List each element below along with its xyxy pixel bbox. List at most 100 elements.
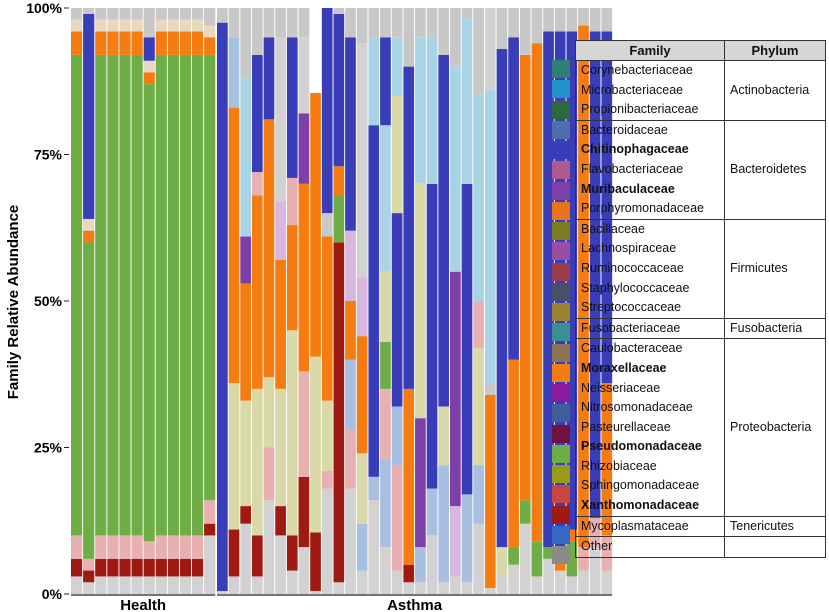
asthma-bar-segment	[356, 277, 368, 337]
health-bar-segment	[155, 54, 167, 536]
asthma-bar-segment	[566, 541, 578, 577]
asthma-bar-segment	[473, 8, 484, 96]
asthma-bar-segment	[450, 506, 461, 577]
health-bar-segment	[167, 8, 179, 20]
health-bar-segment	[131, 535, 143, 559]
legend-swatch	[552, 201, 570, 220]
health-bar-segment	[143, 541, 155, 559]
asthma-bar-segment	[391, 570, 403, 594]
asthma-bar-segment	[356, 453, 368, 524]
health-bar-segment	[143, 8, 155, 38]
y-tick-label: 25%	[34, 440, 63, 456]
health-bar-segment	[83, 582, 95, 594]
legend-swatch	[552, 444, 570, 463]
legend-swatch	[552, 404, 570, 423]
asthma-bar-segment	[356, 8, 368, 44]
legend-row: Bacillaceae Firmicutes	[575, 218, 826, 319]
asthma-bar-segment	[321, 400, 333, 471]
asthma-bar-segment	[298, 37, 310, 114]
asthma-bar-segment	[438, 406, 450, 466]
y-tick-label: 50%	[34, 293, 63, 309]
legend-header-family: Family	[575, 40, 725, 61]
asthma-bar-segment	[426, 183, 438, 489]
legend-row: Chitinophagaceae	[575, 140, 826, 160]
asthma-bar-segment	[484, 394, 496, 589]
legend-family-name: Bacillaceae	[575, 218, 725, 240]
asthma-bar-segment	[286, 177, 298, 225]
asthma-bar-segment	[484, 8, 496, 91]
health-bar-segment	[95, 558, 107, 577]
asthma-bar-segment	[589, 8, 601, 32]
asthma-bar-segment	[484, 90, 496, 384]
legend-family-name: Staphylococcaceae	[575, 278, 725, 299]
legend-family-name: Pseudomonadaceae	[575, 437, 725, 457]
asthma-bar-segment	[263, 8, 275, 38]
asthma-bar-segment	[380, 125, 391, 272]
asthma-bar-segment	[240, 283, 251, 401]
asthma-bar-segment	[380, 8, 391, 38]
legend-row: Lachnospiraceae	[575, 239, 826, 259]
asthma-bar-segment	[263, 119, 275, 378]
legend-family-name: Chitinophagaceae	[575, 140, 725, 160]
asthma-bar-segment	[450, 271, 461, 507]
asthma-bar-segment	[601, 570, 613, 594]
asthma-bar-segment	[531, 43, 543, 542]
legend-swatch	[552, 161, 570, 180]
asthma-bar-segment	[240, 8, 251, 79]
health-bar-segment	[143, 60, 155, 73]
asthma-bar-segment	[566, 31, 578, 530]
legend-family-name: Muribaculaceae	[575, 179, 725, 200]
asthma-bar-segment	[391, 213, 403, 407]
health-bar-segment	[107, 31, 119, 55]
asthma-bar-segment	[438, 465, 450, 583]
legend-swatch	[552, 465, 570, 483]
y-tick-label: 0%	[42, 586, 63, 602]
legend-row: Flavobacteriaceae	[575, 159, 826, 180]
asthma-bar-segment	[380, 388, 391, 460]
asthma-bar-segment	[438, 54, 450, 407]
asthma-bar-segment	[251, 8, 263, 55]
asthma-bar-segment	[275, 535, 286, 594]
asthma-bar-segment	[310, 591, 321, 594]
legend-swatch	[552, 222, 570, 240]
legend-family-name: Propionibacteriaceae	[575, 100, 725, 121]
asthma-bar-segment	[473, 523, 484, 594]
health-bar-segment	[107, 19, 119, 32]
asthma-bar-segment	[415, 37, 426, 184]
legend-family-name: Nitrosomonadaceae	[575, 398, 725, 418]
asthma-bar-segment	[461, 582, 473, 594]
legend-row: Nitrosomonadaceae	[575, 398, 826, 418]
health-bar-segment	[155, 535, 167, 559]
health-bar-segment	[204, 37, 216, 55]
legend-swatch	[552, 100, 570, 119]
health-bar-segment	[119, 19, 131, 32]
asthma-bar-segment	[461, 8, 473, 20]
legend-phylum-name: Firmicutes	[724, 218, 826, 319]
health-bar-segment	[179, 576, 192, 594]
asthma-bar-segment	[438, 582, 450, 594]
asthma-bar-segment	[543, 547, 554, 559]
health-bar-segment	[71, 54, 83, 536]
asthma-bar-segment	[263, 500, 275, 594]
asthma-bar-segment	[321, 236, 333, 401]
asthma-bar-segment	[496, 8, 508, 50]
asthma-bar-segment	[415, 582, 426, 594]
asthma-bar-segment	[531, 576, 543, 594]
asthma-bar-segment	[310, 8, 321, 93]
asthma-bar-segment	[275, 506, 286, 536]
legend-family-name: Xanthomonadaceae	[575, 496, 725, 517]
asthma-bar-segment	[578, 570, 589, 594]
health-bar-segment	[83, 13, 95, 219]
health-bar-segment	[83, 242, 95, 559]
health-bar-segment	[179, 535, 192, 559]
asthma-bar-segment	[240, 523, 251, 594]
health-bar-segment	[204, 54, 216, 501]
asthma-bar-segment	[473, 301, 484, 348]
asthma-bar-segment	[391, 8, 403, 38]
asthma-bar-segment	[298, 547, 310, 594]
legend-row: Propionibacteriaceae	[575, 100, 826, 121]
health-bar-segment	[95, 54, 107, 536]
asthma-bar-segment	[496, 49, 508, 548]
legend-row: Fusobacteriaceae Fusobacteria	[575, 317, 826, 339]
asthma-bar-segment	[286, 8, 298, 38]
